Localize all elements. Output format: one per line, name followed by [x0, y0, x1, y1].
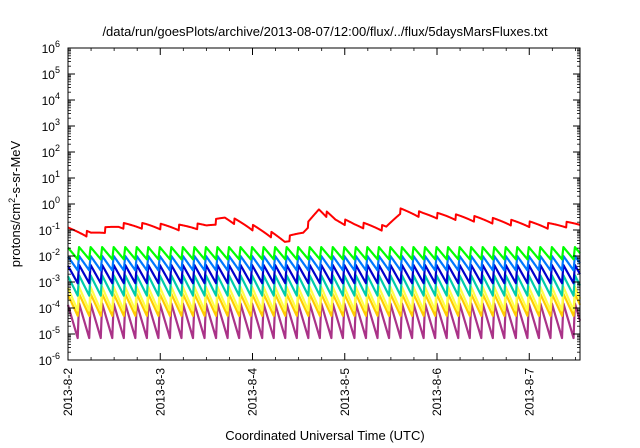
y-tick-label: 101	[42, 169, 60, 186]
series-line-5	[66, 285, 582, 312]
x-tick-label: 2013-8-6	[430, 368, 444, 416]
y-tick-label: 102	[42, 143, 60, 160]
y-tick-label: 10-5	[39, 325, 60, 342]
x-axis-ticks: 2013-8-2 2013-8-3 2013-8-4 2013-8-5 2013-8-6…	[61, 48, 576, 416]
y-tick-label: 103	[42, 117, 60, 134]
y-axis-label-sup: 2	[7, 198, 17, 203]
x-tick-label: 2013-8-5	[338, 368, 352, 416]
series-line-1	[67, 246, 581, 261]
y-tick-label: 10-4	[39, 299, 60, 316]
y-axis-label: protons/cm2-s-sr-MeV	[7, 140, 23, 267]
chart-title: /data/run/goesPlots/archive/2013-08-07/1…	[102, 24, 548, 39]
y-tick-label: 10-1	[39, 221, 60, 238]
y-tick-label: 10-2	[39, 247, 60, 264]
y-tick-label: 10-3	[39, 273, 60, 290]
series-line-0	[67, 207, 581, 243]
plot-area	[66, 207, 582, 340]
y-tick-label: 106	[42, 39, 60, 56]
x-tick-label: 2013-8-3	[153, 368, 167, 416]
x-tick-label: 2013-8-2	[61, 368, 75, 416]
x-axis-label: Coordinated Universal Time (UTC)	[225, 428, 424, 443]
y-axis-label-post: -s-sr-MeV	[8, 140, 23, 197]
y-tick-label: 100	[42, 195, 60, 212]
y-axis-ticks: 10-6 10-5 10-4 10-3 10-2 10-1 100 101 102 103 104 1…	[39, 39, 580, 368]
x-tick-label: 2013-8-7	[522, 368, 536, 416]
series-line-7	[66, 302, 582, 340]
y-tick-label: 10-6	[39, 351, 60, 368]
series-line-3	[67, 263, 581, 285]
y-tick-label: 105	[42, 65, 60, 82]
series-line-2	[67, 254, 581, 272]
x-tick-label: 2013-8-4	[246, 368, 260, 416]
y-tick-label: 104	[42, 91, 60, 108]
series-line-4	[67, 274, 581, 297]
y-axis-label-pre: protons/cm	[8, 203, 23, 267]
